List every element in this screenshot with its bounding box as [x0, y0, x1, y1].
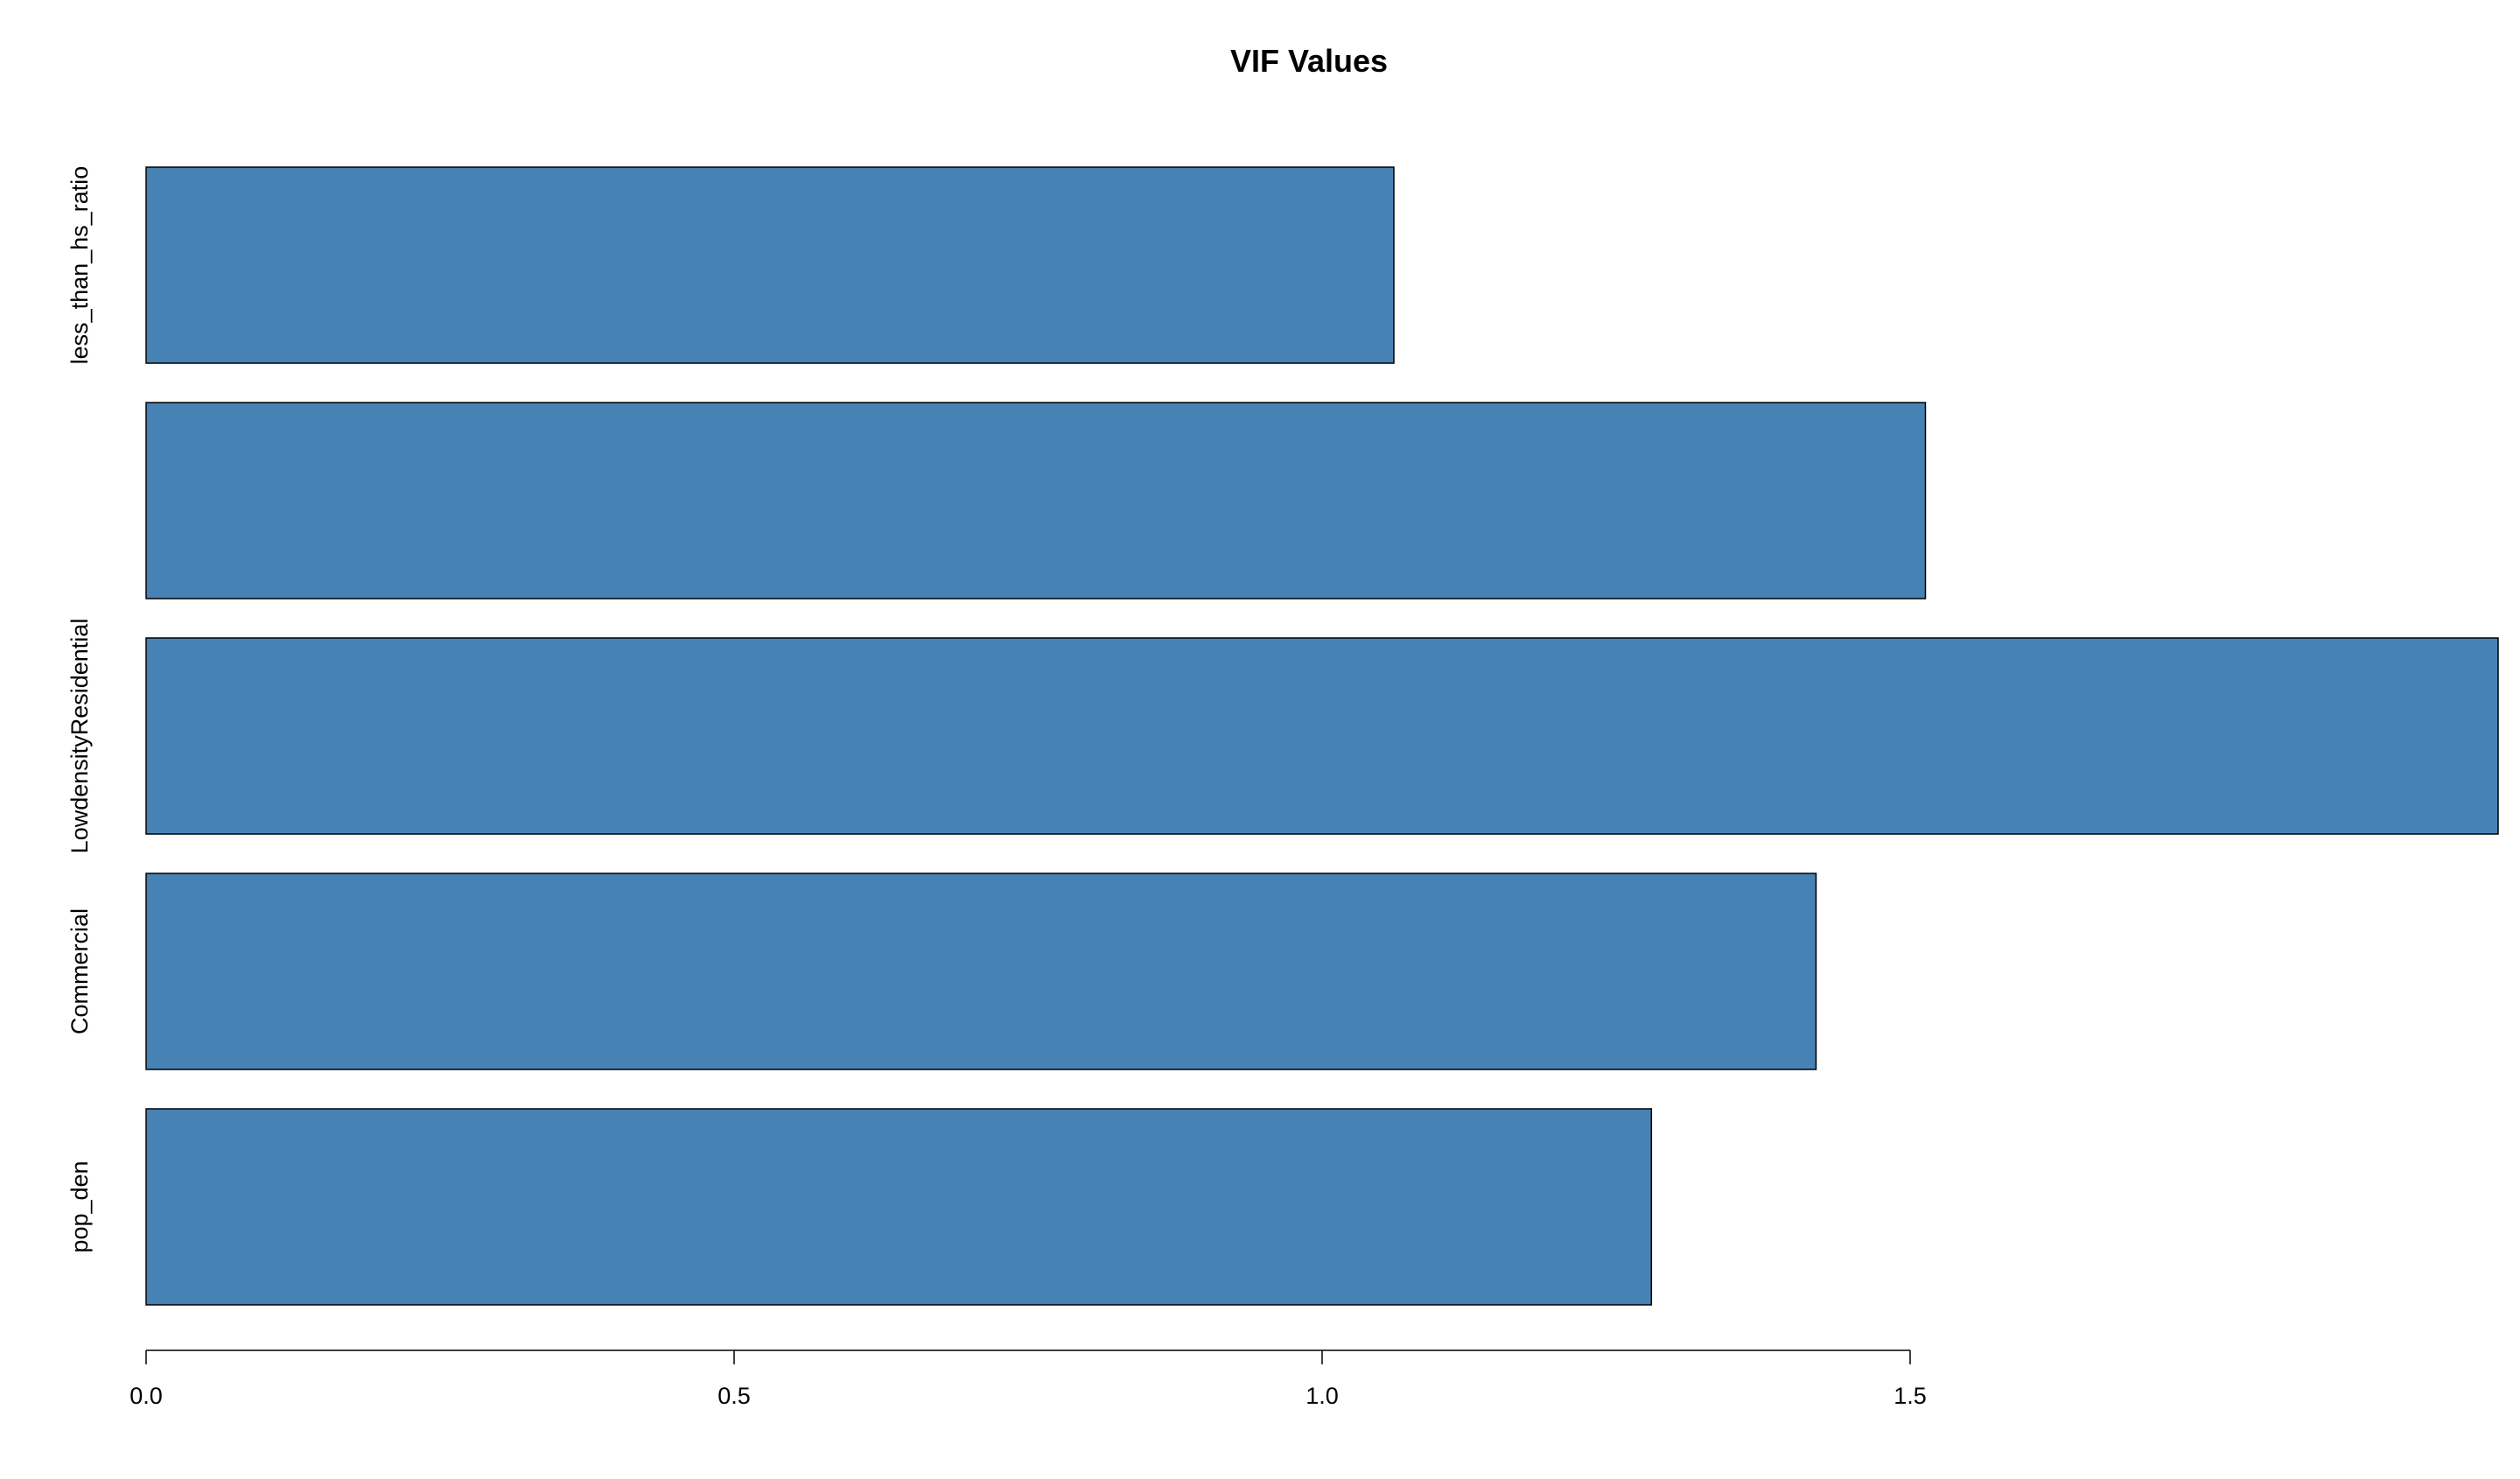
x-tick-label: 0.0	[130, 1383, 163, 1409]
category-label-pop_den: pop_den	[66, 1160, 93, 1252]
category-label-less_than_hs_ratio: less_than_hs_ratio	[66, 166, 93, 365]
x-tick-label: 0.5	[718, 1383, 751, 1409]
category-label-Commercial: Commercial	[66, 908, 93, 1034]
x-tick-label: 1.5	[1894, 1383, 1927, 1409]
bar-pop_den	[145, 1108, 1653, 1306]
bar-unlabeled-3	[145, 402, 1927, 599]
bar-LowdensityResidential	[145, 637, 2499, 835]
bar-less_than_hs_ratio	[145, 166, 1395, 364]
category-label-LowdensityResidential: LowdensityResidential	[66, 619, 93, 854]
bar-Commercial	[145, 873, 1817, 1070]
category-labels-group: pop_den Commercial LowdensityResidential le…	[66, 166, 93, 1253]
bars-group	[145, 166, 2499, 1306]
x-axis: 0.0 0.5 1.0 1.5	[130, 1349, 1927, 1409]
chart-title: VIF Values	[1230, 43, 1388, 79]
x-tick-label: 1.0	[1306, 1383, 1339, 1409]
